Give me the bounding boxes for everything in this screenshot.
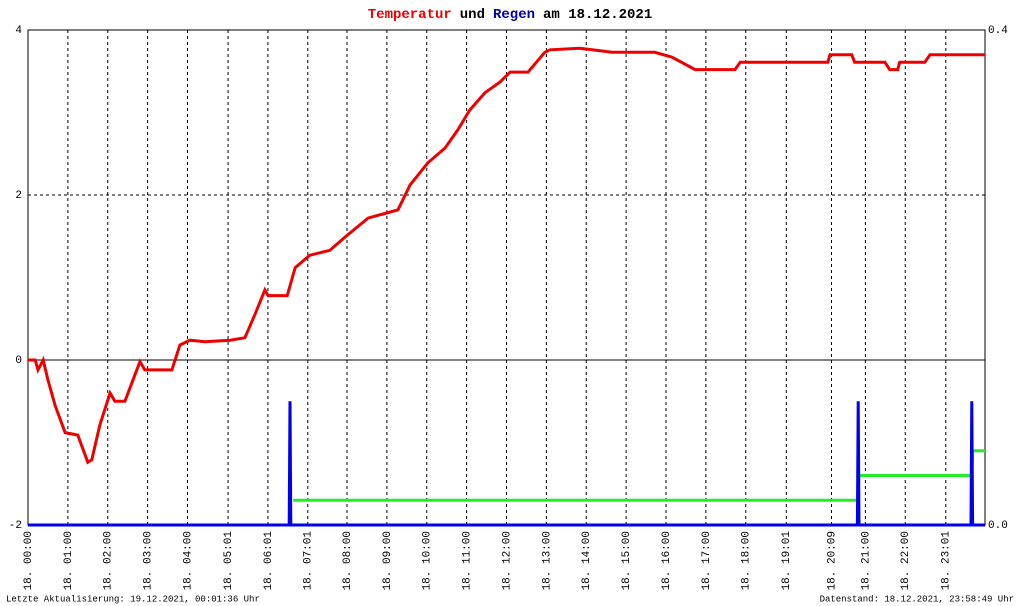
x-tick-label: 18. 00:00 [23, 531, 35, 590]
title-date: am 18.12.2021 [543, 7, 652, 23]
x-tick-label: 18. 23:01 [941, 531, 953, 591]
x-tick-label: 18. 07:01 [303, 531, 315, 591]
x-tick-label: 18. 04:00 [182, 531, 194, 590]
x-tick-label: 18. 16:00 [661, 531, 673, 590]
x-tick-label: 18. 03:00 [143, 531, 155, 590]
series-line [293, 449, 985, 502]
x-tick-label: 18. 18:00 [741, 531, 753, 590]
x-tick-label: 18. 15:00 [621, 531, 633, 590]
title-temperature: Temperatur [368, 7, 452, 23]
x-tick-label: 18. 06:01 [263, 531, 275, 591]
series-line [28, 46, 985, 465]
x-tick-label: 18. 02:00 [103, 531, 115, 590]
y2-tick-label: 0.0 [988, 520, 1008, 532]
x-tick-label: 18. 10:00 [422, 531, 434, 590]
footer-left: Letzte Aktualisierung: 19.12.2021, 00:01… [6, 594, 260, 604]
chart-title: Temperatur und Regen am 18.12.2021 [368, 7, 652, 23]
x-tick-label: 18. 22:00 [900, 531, 912, 590]
x-tick-label: 18. 12:00 [501, 531, 513, 590]
x-tick-label: 18. 19:01 [781, 531, 793, 591]
y-tick-label: -2 [9, 520, 22, 532]
x-tick-label: 18. 20:09 [826, 531, 838, 590]
y-tick-label: 0 [15, 355, 22, 367]
x-tick-label: 18. 13:00 [541, 531, 553, 590]
x-tick-label: 18. 11:00 [462, 531, 474, 590]
y2-tick-label: 0.4 [988, 25, 1008, 37]
series-line [28, 401, 985, 527]
x-tick-label: 18. 17:00 [701, 531, 713, 590]
y-tick-label: 4 [15, 25, 22, 37]
title-and: und [460, 7, 485, 23]
x-tick-label: 18. 05:01 [223, 531, 235, 591]
x-tick-label: 18. 09:00 [382, 531, 394, 590]
x-tick-label: 18. 21:00 [860, 531, 872, 590]
footer-right: Datenstand: 18.12.2021, 23:58:49 Uhr [820, 594, 1014, 604]
title-rain: Regen [493, 7, 535, 23]
x-tick-label: 18. 08:00 [342, 531, 354, 590]
y-tick-label: 2 [15, 190, 22, 202]
x-tick-label: 18. 01:00 [63, 531, 75, 590]
x-tick-label: 18. 14:00 [581, 531, 593, 590]
